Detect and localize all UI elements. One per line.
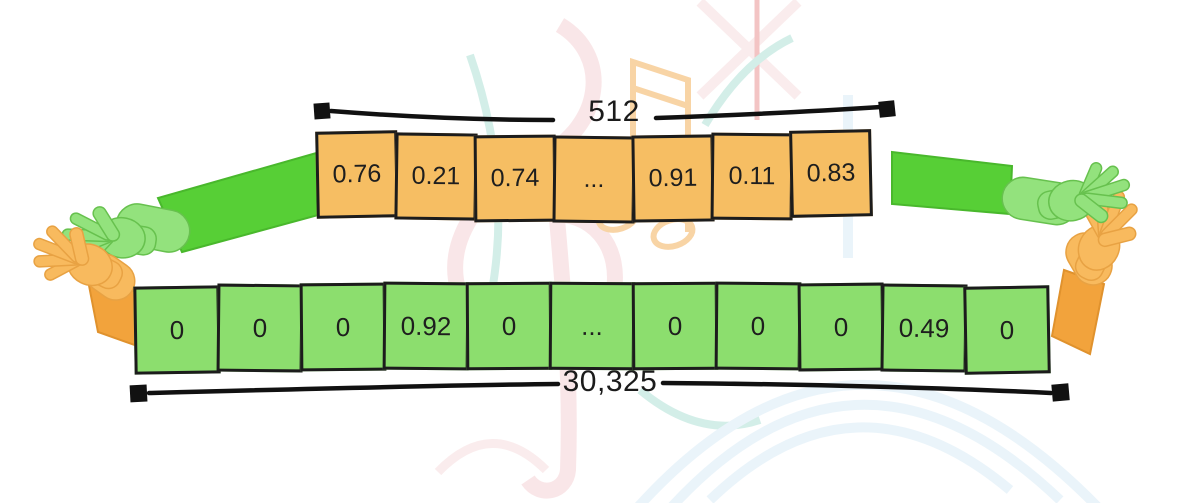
sparse-array-cell: 0 — [714, 281, 802, 371]
sparse-vector-array: 0 0 0 0.92 0 ... 0 0 0 0.49 0 — [133, 281, 1051, 375]
sparse-array-cell-ellipsis: ... — [548, 281, 636, 371]
sparse-array-cell: 0.49 — [880, 283, 968, 373]
sparse-array-cell: 0 — [133, 285, 221, 375]
music-watermark — [434, 0, 1101, 503]
pink-arc-watermark — [434, 439, 550, 476]
pink-cross-watermark — [696, 0, 802, 100]
sparse-array-cell: 0 — [465, 281, 553, 371]
sparse-array-cell: 0.92 — [382, 281, 470, 371]
bottom-dimension-bracket — [129, 380, 1070, 403]
dense-array-cell: 0.91 — [631, 134, 715, 223]
top-dimension-bracket — [313, 100, 896, 123]
top-array-length-label: 512 — [588, 95, 640, 128]
orange-arm-right — [1050, 177, 1154, 356]
sparse-array-cell: 0 — [797, 282, 885, 372]
dense-array-cell: 0.21 — [394, 132, 478, 221]
green-sleeve-right — [891, 150, 1014, 216]
dense-array-cell: 0.83 — [789, 129, 873, 218]
bottom-array-length-label: 30,325 — [562, 365, 658, 398]
dense-array-cell: 0.76 — [315, 130, 399, 219]
green-arm-right — [891, 150, 1138, 239]
dense-array-cell-ellipsis: ... — [552, 135, 636, 224]
green-arm-left — [56, 150, 346, 278]
dense-array-cell: 0.11 — [710, 132, 794, 221]
sparse-array-cell: 0 — [963, 285, 1051, 375]
dense-vector-array: 0.76 0.21 0.74 ... 0.91 0.11 0.83 — [315, 129, 873, 224]
sparse-array-cell: 0 — [299, 282, 387, 372]
sparse-array-cell: 0 — [631, 281, 719, 371]
sparse-array-cell: 0 — [216, 283, 304, 373]
dense-array-cell: 0.74 — [473, 134, 557, 223]
